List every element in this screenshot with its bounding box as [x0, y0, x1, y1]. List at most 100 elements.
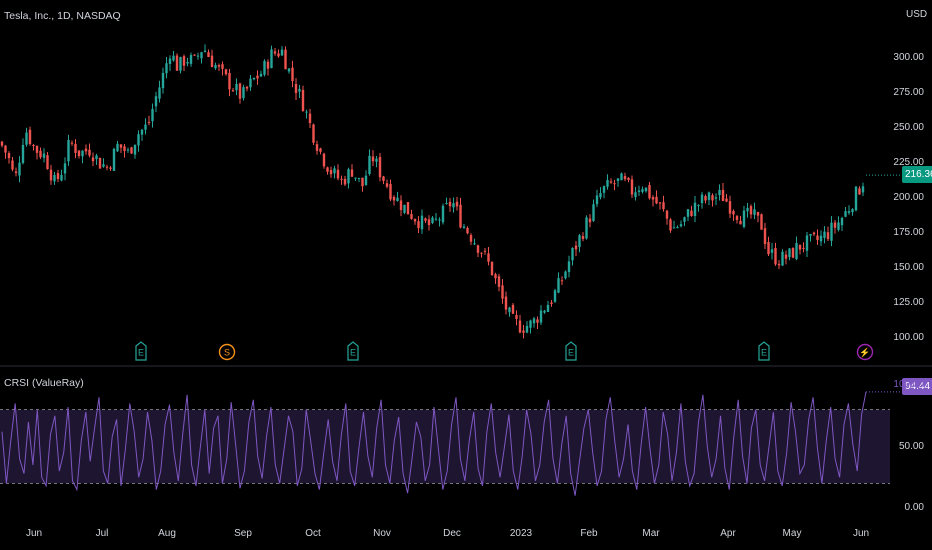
candle	[158, 80, 161, 103]
candle	[196, 52, 200, 60]
candle	[854, 185, 858, 212]
candle	[214, 62, 217, 70]
dividend-s-icon[interactable]: S	[218, 343, 236, 361]
candle	[28, 126, 32, 146]
candle	[392, 195, 396, 206]
candle	[210, 49, 214, 68]
candle	[508, 306, 511, 317]
candle	[655, 190, 658, 205]
candle	[497, 273, 501, 292]
event-marker-label: E	[350, 348, 356, 358]
price-axis-tick: 300.00	[893, 52, 924, 63]
candle	[494, 272, 497, 284]
candle	[532, 316, 536, 328]
event-marker-label: E	[568, 348, 574, 358]
candle	[382, 175, 385, 185]
candle	[343, 175, 347, 187]
candle	[777, 260, 781, 270]
candle	[613, 179, 616, 191]
candle	[32, 143, 35, 151]
candle	[340, 175, 343, 185]
candle	[105, 164, 109, 171]
candle	[833, 219, 837, 234]
candle	[361, 177, 364, 192]
event-marker-label: E	[761, 348, 767, 358]
candle	[126, 147, 130, 153]
candle	[539, 305, 543, 326]
candle	[109, 165, 112, 171]
candle	[553, 288, 557, 303]
candle	[805, 232, 809, 257]
candle	[480, 252, 483, 258]
candle	[529, 319, 532, 334]
candle	[175, 53, 179, 71]
candle	[683, 216, 686, 227]
candle	[669, 218, 672, 233]
candle	[767, 236, 770, 256]
candle	[228, 68, 231, 97]
crsi-axis-tick: 50.00	[898, 440, 924, 452]
candle	[746, 202, 749, 218]
split-lightning-icon[interactable]: ⚡	[856, 343, 874, 361]
candle	[763, 222, 767, 250]
candle	[7, 151, 11, 164]
candle	[200, 51, 203, 64]
candle	[455, 196, 459, 211]
time-axis-tick: Aug	[158, 528, 176, 539]
candle	[781, 249, 784, 267]
candle	[721, 183, 725, 202]
candle	[819, 230, 823, 247]
candle	[770, 242, 774, 260]
candle	[784, 250, 788, 265]
indicator-title[interactable]: CRSI (ValueRay)	[4, 377, 84, 389]
candle	[501, 279, 504, 304]
candle	[564, 270, 567, 280]
candle	[182, 54, 186, 71]
candle	[417, 216, 420, 234]
candle	[693, 196, 697, 223]
candle	[847, 205, 851, 215]
candle	[823, 226, 826, 244]
candle	[704, 194, 707, 204]
crsi-line	[1, 391, 867, 496]
candle	[350, 164, 354, 178]
price-axis-tick: 175.00	[893, 227, 924, 238]
earnings-e-icon[interactable]: E	[347, 341, 359, 361]
candle	[385, 179, 389, 189]
candle	[144, 118, 147, 135]
candle	[630, 175, 634, 198]
symbol-title[interactable]: Tesla, Inc., 1D, NASDAQ	[4, 10, 121, 22]
candle	[434, 213, 438, 222]
candle	[718, 184, 721, 201]
candle	[791, 247, 795, 259]
event-markers: E S E E E ⚡	[135, 341, 874, 361]
candle	[672, 220, 676, 229]
candle	[277, 49, 280, 58]
candle	[312, 123, 315, 146]
candle	[294, 78, 298, 100]
candle	[756, 211, 760, 223]
candle	[77, 150, 81, 159]
candle	[798, 244, 802, 255]
earnings-e-icon[interactable]: E	[565, 341, 577, 361]
candle	[697, 204, 700, 212]
candle	[578, 233, 581, 253]
time-axis-tick: Jun	[25, 528, 43, 539]
earnings-e-icon[interactable]: E	[135, 341, 147, 361]
candle	[298, 84, 301, 98]
candle	[67, 134, 70, 166]
time-axis-tick: Nov	[373, 528, 391, 539]
earnings-e-icon[interactable]: E	[758, 341, 770, 361]
candle	[242, 84, 245, 101]
price-axis-tick: 275.00	[893, 87, 924, 98]
candle	[809, 233, 812, 242]
candle	[319, 147, 322, 155]
candle	[525, 321, 529, 334]
candle	[203, 44, 207, 53]
candle	[165, 57, 168, 79]
candle	[679, 220, 683, 228]
candle	[53, 171, 56, 185]
candle	[676, 225, 679, 229]
candle	[375, 155, 378, 168]
